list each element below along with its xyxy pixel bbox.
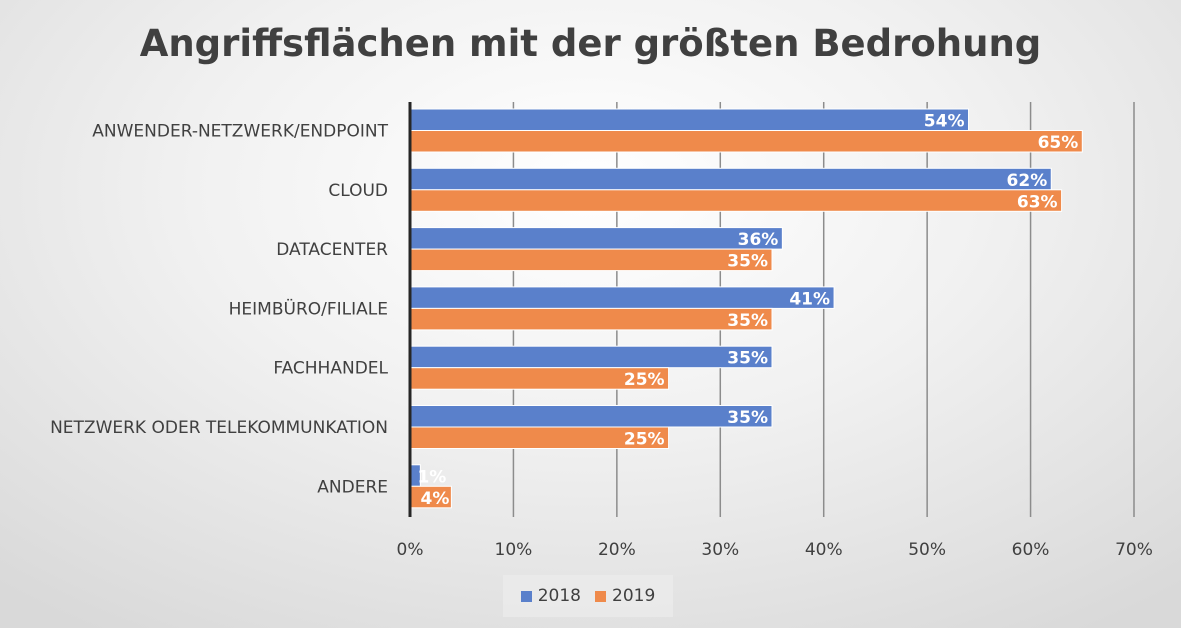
bar-2019 bbox=[409, 248, 773, 272]
x-tick-label: 40% bbox=[805, 540, 843, 560]
x-tick-label: 30% bbox=[701, 540, 739, 560]
bar-2019 bbox=[409, 189, 1063, 212]
bar-2018 bbox=[409, 227, 783, 250]
data-label: 54% bbox=[924, 112, 965, 132]
category-label: FACHHANDEL bbox=[273, 359, 388, 379]
x-tick-label: 50% bbox=[908, 540, 946, 560]
data-label: 65% bbox=[1038, 133, 1079, 153]
legend-label: 2019 bbox=[612, 586, 656, 606]
data-label: 35% bbox=[727, 408, 768, 428]
x-tick-label: 20% bbox=[598, 540, 636, 560]
bar-2018 bbox=[409, 286, 835, 309]
bar-2019 bbox=[409, 130, 1083, 153]
data-label: 25% bbox=[624, 370, 665, 390]
legend-swatch-2018 bbox=[520, 590, 532, 602]
bar-2018 bbox=[409, 405, 773, 428]
data-label: 1% bbox=[417, 467, 446, 487]
x-tick-label: 70% bbox=[1115, 540, 1153, 560]
data-label: 4% bbox=[420, 489, 449, 509]
data-label: 35% bbox=[727, 252, 768, 272]
data-label: 41% bbox=[789, 289, 830, 309]
category-label: ANWENDER-NETZWERK/ENDPOINT bbox=[92, 122, 388, 142]
bar-2018 bbox=[409, 167, 1052, 191]
data-label: 25% bbox=[624, 430, 665, 450]
data-label: 63% bbox=[1017, 192, 1058, 212]
x-tick-label: 10% bbox=[495, 540, 533, 560]
category-label: DATACENTER bbox=[276, 240, 388, 260]
category-label: CLOUD bbox=[328, 181, 388, 201]
category-label: NETZWERK ODER TELEKOMMUNKATION bbox=[50, 418, 388, 438]
legend-item-2019: 2019 bbox=[595, 586, 655, 606]
x-tick-label: 60% bbox=[1012, 540, 1050, 560]
category-label: ANDERE bbox=[317, 477, 388, 497]
data-label: 62% bbox=[1007, 171, 1048, 191]
legend-item-2018: 2018 bbox=[520, 586, 581, 606]
bar-2019 bbox=[409, 307, 773, 331]
data-label: 35% bbox=[727, 311, 768, 331]
bar-2018 bbox=[409, 108, 970, 131]
data-label: 35% bbox=[727, 349, 768, 369]
legend: 2018 2019 bbox=[503, 575, 673, 617]
bar-2018 bbox=[409, 345, 773, 369]
data-label: 36% bbox=[738, 230, 779, 250]
legend-swatch-2019 bbox=[595, 590, 606, 602]
chart-title: Angriffsflächen mit der größten Bedrohun… bbox=[139, 22, 1042, 65]
legend-label: 2018 bbox=[537, 586, 581, 606]
category-label: HEIMBÜRO/FILIALE bbox=[229, 297, 388, 319]
x-tick-label: 0% bbox=[397, 540, 424, 560]
